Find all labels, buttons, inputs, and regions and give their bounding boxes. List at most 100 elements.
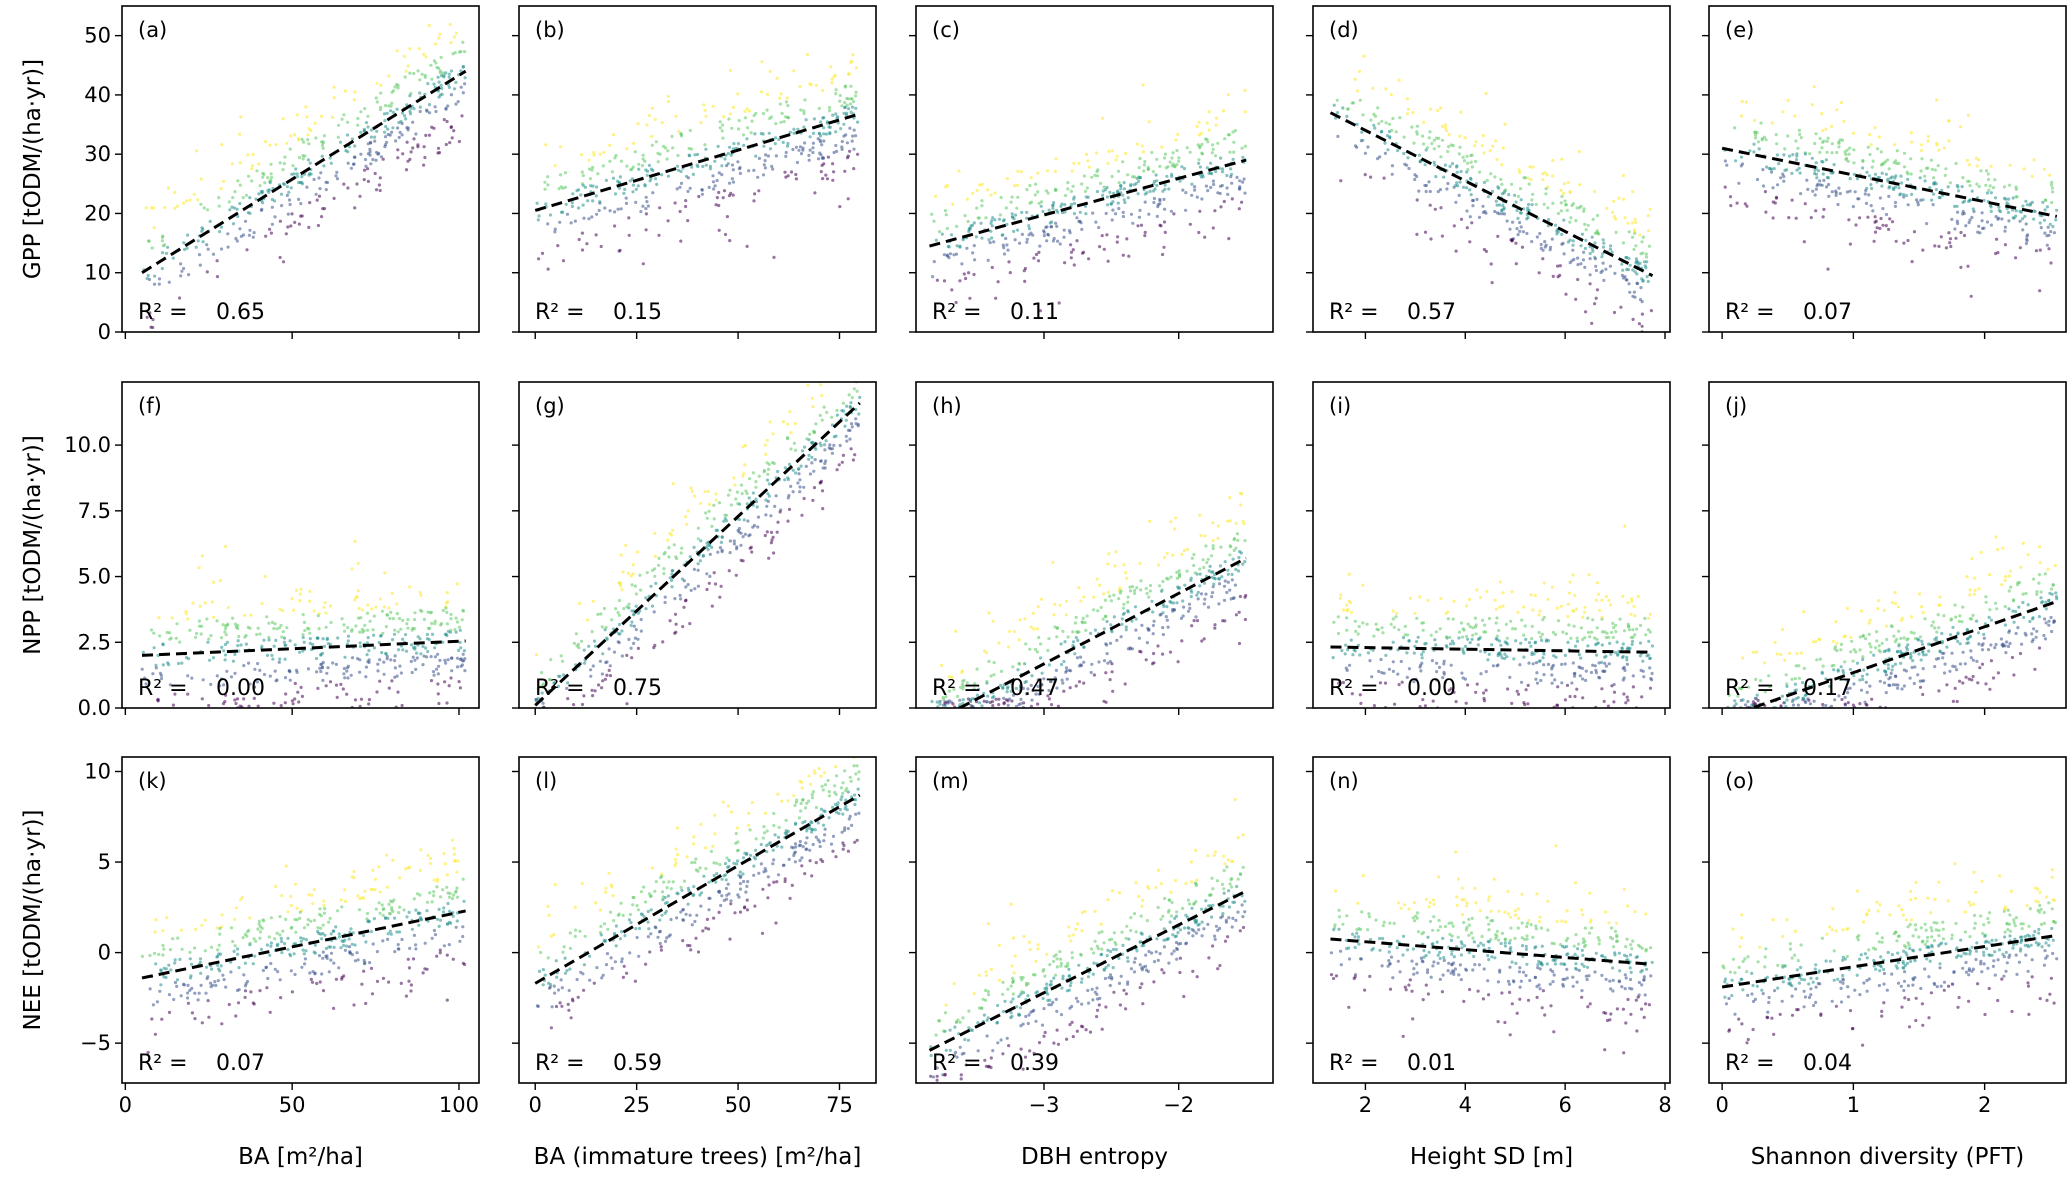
data-point <box>973 682 977 686</box>
data-point <box>742 472 746 476</box>
data-point <box>463 76 467 80</box>
data-point <box>1459 169 1463 174</box>
data-point <box>2046 225 2050 229</box>
data-point <box>997 697 1001 701</box>
data-point <box>161 251 165 255</box>
data-point <box>1888 217 1892 221</box>
data-point <box>1369 175 1373 179</box>
data-point <box>1494 199 1498 203</box>
data-point <box>1110 670 1114 674</box>
data-point <box>1529 593 1533 597</box>
data-point <box>429 63 433 67</box>
data-point <box>604 178 609 182</box>
data-point <box>1454 200 1458 204</box>
data-point <box>1172 212 1176 216</box>
data-point <box>1036 259 1041 263</box>
data-point <box>1847 152 1851 156</box>
data-point <box>1867 132 1872 137</box>
data-point <box>1465 154 1469 158</box>
data-point <box>186 674 190 678</box>
data-point <box>1611 621 1615 626</box>
data-point <box>383 130 387 134</box>
data-point <box>1208 564 1212 569</box>
data-point <box>1126 173 1130 177</box>
data-point <box>1413 611 1417 615</box>
data-point <box>1592 190 1597 194</box>
data-point <box>838 93 842 98</box>
data-point <box>1531 608 1535 612</box>
data-point <box>1892 634 1896 638</box>
data-point <box>570 204 575 208</box>
data-point <box>1559 201 1563 205</box>
data-point <box>163 205 167 210</box>
data-point <box>429 679 434 683</box>
data-point <box>194 631 199 636</box>
data-point <box>1581 677 1585 681</box>
data-point <box>619 584 623 588</box>
data-point <box>1121 210 1125 214</box>
data-point <box>1982 632 1986 637</box>
data-point <box>1961 605 1965 609</box>
data-point <box>1379 657 1383 662</box>
data-point <box>459 49 463 54</box>
data-point <box>1797 128 1801 132</box>
data-point <box>1200 151 1204 155</box>
data-point <box>1005 177 1010 181</box>
data-point <box>713 159 717 163</box>
data-point <box>647 113 651 118</box>
data-point <box>599 612 603 616</box>
data-point <box>582 694 586 698</box>
data-point <box>630 656 634 660</box>
data-point <box>848 102 853 106</box>
data-point <box>1174 138 1178 142</box>
data-point <box>646 169 650 173</box>
data-point <box>2021 592 2025 596</box>
data-point <box>209 682 213 687</box>
data-point <box>1218 564 1222 568</box>
data-point <box>1767 166 1771 171</box>
data-point <box>938 699 942 704</box>
data-point <box>818 151 822 155</box>
data-point <box>1349 638 1353 642</box>
data-point <box>1919 198 1923 202</box>
data-point <box>644 228 648 232</box>
data-point <box>1572 257 1576 261</box>
data-point <box>693 153 697 157</box>
data-point <box>283 701 287 705</box>
data-point <box>412 627 416 631</box>
data-point <box>300 137 304 141</box>
data-point <box>745 491 749 496</box>
data-point <box>1595 653 1599 657</box>
data-point <box>1893 204 1897 208</box>
data-point <box>1621 268 1625 272</box>
data-point <box>455 620 460 624</box>
data-point <box>1575 206 1579 210</box>
data-point <box>416 145 420 149</box>
data-point <box>1233 129 1237 133</box>
data-point <box>1540 632 1544 636</box>
data-point <box>718 126 722 130</box>
data-point <box>1515 689 1519 693</box>
data-point <box>972 272 976 277</box>
data-point <box>589 668 593 672</box>
data-point <box>1601 238 1605 242</box>
data-point <box>1487 616 1492 621</box>
data-point <box>1553 678 1557 682</box>
data-point <box>747 496 751 500</box>
data-point <box>1076 638 1080 643</box>
data-point <box>992 673 996 677</box>
data-point <box>587 644 591 648</box>
data-point <box>226 606 230 610</box>
data-point <box>1226 133 1230 137</box>
data-point <box>343 676 347 680</box>
data-point <box>411 120 415 124</box>
data-point <box>1164 166 1168 170</box>
data-point <box>1242 177 1246 181</box>
data-point <box>1854 650 1858 654</box>
data-point <box>1849 650 1853 654</box>
data-point <box>717 203 721 208</box>
data-point <box>773 136 778 140</box>
data-point <box>651 568 655 573</box>
data-point <box>1570 203 1574 208</box>
data-point <box>793 421 797 426</box>
